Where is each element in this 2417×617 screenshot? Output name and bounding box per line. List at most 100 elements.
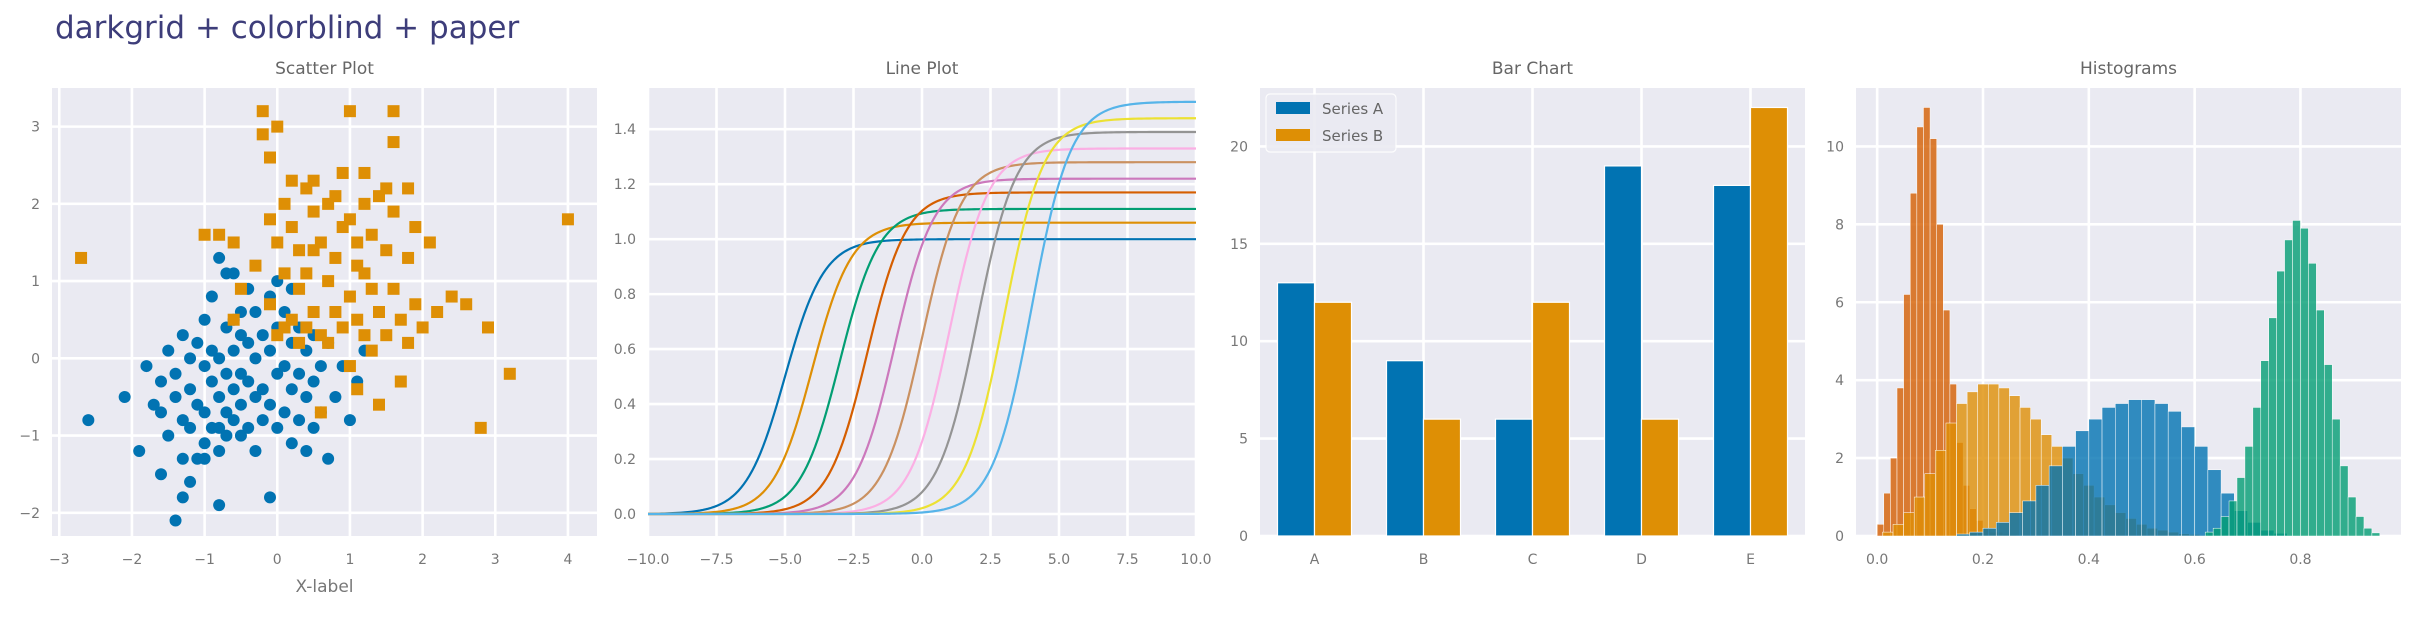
scatter-square xyxy=(336,321,349,334)
scatter-square xyxy=(307,306,320,318)
scatter-square xyxy=(343,105,356,118)
scatter-square xyxy=(293,244,306,257)
scatter-square xyxy=(431,306,444,318)
scatter-square xyxy=(358,197,371,210)
histogram-bar xyxy=(1883,492,1891,537)
scatter-point xyxy=(227,383,240,396)
scatter-point xyxy=(155,406,167,419)
histogram-bar xyxy=(2009,512,2023,537)
scatter-square xyxy=(75,251,88,264)
scatter-square xyxy=(409,221,422,234)
histogram-bar xyxy=(2167,411,2182,537)
scatter-point xyxy=(213,390,226,403)
histogram-bar xyxy=(1966,391,1978,537)
scatter-square xyxy=(474,421,487,434)
histogram-bar xyxy=(2300,227,2309,537)
scatter-point xyxy=(176,329,189,342)
scatter-point xyxy=(169,514,182,527)
bar xyxy=(1531,301,1571,537)
scatter-point xyxy=(213,445,226,458)
histogram-bar xyxy=(2244,446,2254,537)
scatter-point xyxy=(198,406,211,419)
scatter-point xyxy=(220,429,233,442)
x-tick-label: 10.0 xyxy=(1180,552,1211,568)
scatter-point xyxy=(285,383,298,396)
x-tick-label: 5.0 xyxy=(1048,552,1070,568)
histogram-bar xyxy=(1892,524,1904,537)
scatter-square xyxy=(300,321,313,334)
y-tick-label: 15 xyxy=(1230,237,1248,253)
bar xyxy=(1313,301,1353,537)
histogram-bar xyxy=(2363,527,2373,537)
histogram-bar xyxy=(1956,533,1971,537)
scatter-points xyxy=(75,105,574,527)
scatter-square xyxy=(198,228,211,241)
scatter-square xyxy=(285,221,298,234)
histogram-bar xyxy=(2220,516,2230,537)
y-tick-label: 0.0 xyxy=(614,507,636,523)
bar xyxy=(1749,106,1789,537)
scatter-point xyxy=(227,344,240,357)
scatter-square xyxy=(271,120,284,133)
histogram-bar xyxy=(1909,192,1918,537)
scatter-square xyxy=(358,329,371,342)
x-tick-label: 0.0 xyxy=(1866,552,1888,568)
scatter-point xyxy=(249,352,262,365)
scatter-square xyxy=(387,136,400,149)
scatter-point xyxy=(234,329,247,342)
x-tick-label: 7.5 xyxy=(1116,552,1138,568)
line-series-path xyxy=(648,100,1197,516)
y-tick-label: 0 xyxy=(1239,529,1248,545)
histogram-bar xyxy=(1995,522,2010,537)
scatter-point xyxy=(133,445,146,458)
scatter-square xyxy=(256,105,269,118)
scatter-point xyxy=(220,406,233,419)
scatter-point xyxy=(234,429,247,442)
scatter-square xyxy=(365,344,378,357)
y-tick-label: 0.6 xyxy=(614,342,636,358)
histogram-bar xyxy=(2284,239,2293,537)
scatter-square xyxy=(402,251,415,264)
scatter-square xyxy=(409,298,422,311)
y-tick-label: 2 xyxy=(31,197,40,213)
scatter-square xyxy=(314,236,327,249)
scatter-point xyxy=(278,360,291,373)
histogram-bar xyxy=(2260,360,2269,537)
line-panel: −10.0 −7.5 −5.0 −2.5 0.0 2.5 5.0 7.5 10.0 0.0 0.2 0… xyxy=(614,59,1212,568)
histogram-bar xyxy=(2228,500,2238,537)
histogram-bar xyxy=(2316,309,2325,537)
scatter-square xyxy=(358,267,371,280)
scatter-square xyxy=(278,267,291,280)
y-tick-label: 1.2 xyxy=(614,177,636,193)
histogram-bar xyxy=(2236,477,2246,537)
histogram-bar xyxy=(1913,496,1926,537)
scatter-point xyxy=(234,367,247,380)
scatter-point xyxy=(198,360,211,373)
x-tick-label: −2 xyxy=(122,552,143,568)
scatter-point xyxy=(155,468,167,481)
x-tick-label: −1 xyxy=(194,552,215,568)
scatter-point xyxy=(293,367,306,380)
histogram-bar xyxy=(2292,220,2301,537)
histogram-bar xyxy=(2115,403,2129,537)
histogram-bar xyxy=(1956,403,1968,537)
scatter-point xyxy=(198,313,211,326)
bar xyxy=(1603,165,1643,537)
scatter-point xyxy=(176,414,189,427)
scatter-square xyxy=(213,228,226,241)
scatter-square xyxy=(293,282,306,295)
scatter-square xyxy=(271,236,284,249)
scatter-point xyxy=(205,344,218,357)
scatter-point xyxy=(205,375,218,388)
bar xyxy=(1494,418,1534,537)
scatter-square xyxy=(387,105,400,118)
y-tick-label: 4 xyxy=(1835,373,1844,389)
legend-swatch xyxy=(1276,129,1310,141)
scatter-square xyxy=(561,213,574,226)
scatter-square xyxy=(380,329,393,342)
x-tick-label: 4 xyxy=(563,552,572,568)
x-tick-label: 1 xyxy=(345,552,354,568)
line-ticks: −10.0 −7.5 −5.0 −2.5 0.0 2.5 5.0 7.5 10.0 0.0 0.2 0… xyxy=(614,122,1212,568)
scatter-point xyxy=(271,367,284,380)
histogram-bar xyxy=(2371,532,2381,537)
